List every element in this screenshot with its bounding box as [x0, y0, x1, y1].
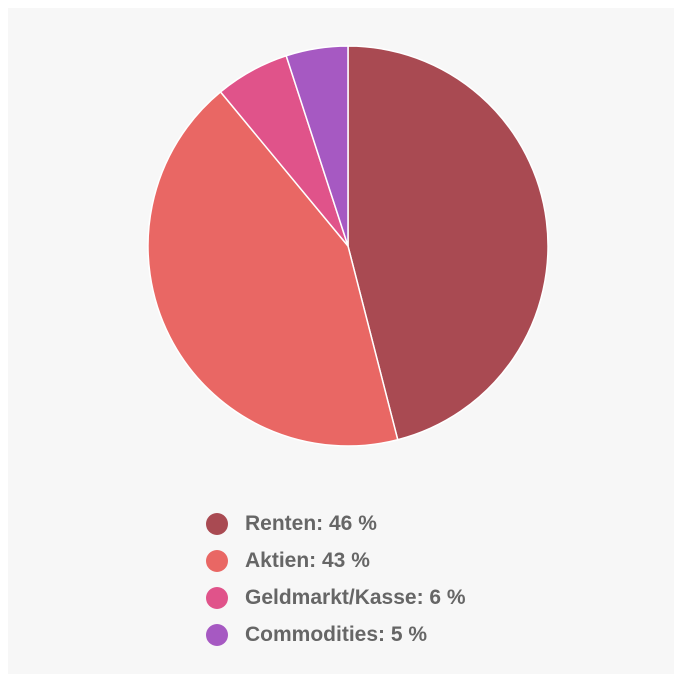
legend-label-renten: Renten: 46 % [245, 511, 377, 535]
pie-slice-renten[interactable] [347, 45, 549, 441]
legend-label-geldmarkt-kasse: Geldmarkt/Kasse: 6 % [245, 585, 466, 609]
legend-item-renten[interactable]: Renten: 46 % [206, 505, 466, 542]
legend-item-geldmarkt-kasse[interactable]: Geldmarkt/Kasse: 6 % [206, 579, 466, 616]
legend-swatch-commodities [206, 623, 228, 646]
legend-item-commodities[interactable]: Commodities: 5 % [206, 616, 466, 653]
legend-label-aktien: Aktien: 43 % [245, 548, 370, 572]
pie-slice-aktien[interactable] [147, 90, 399, 447]
legend-swatch-aktien [206, 549, 228, 572]
legend-swatch-renten [206, 512, 228, 535]
legend-item-aktien[interactable]: Aktien: 43 % [206, 542, 466, 579]
legend-label-commodities: Commodities: 5 % [245, 622, 428, 646]
legend-swatch-geldmarkt-kasse [206, 586, 228, 609]
chart-legend: Renten: 46 % Aktien: 43 % Geldmarkt/Kass… [206, 505, 466, 653]
pie-slice-commodities[interactable] [285, 45, 349, 247]
